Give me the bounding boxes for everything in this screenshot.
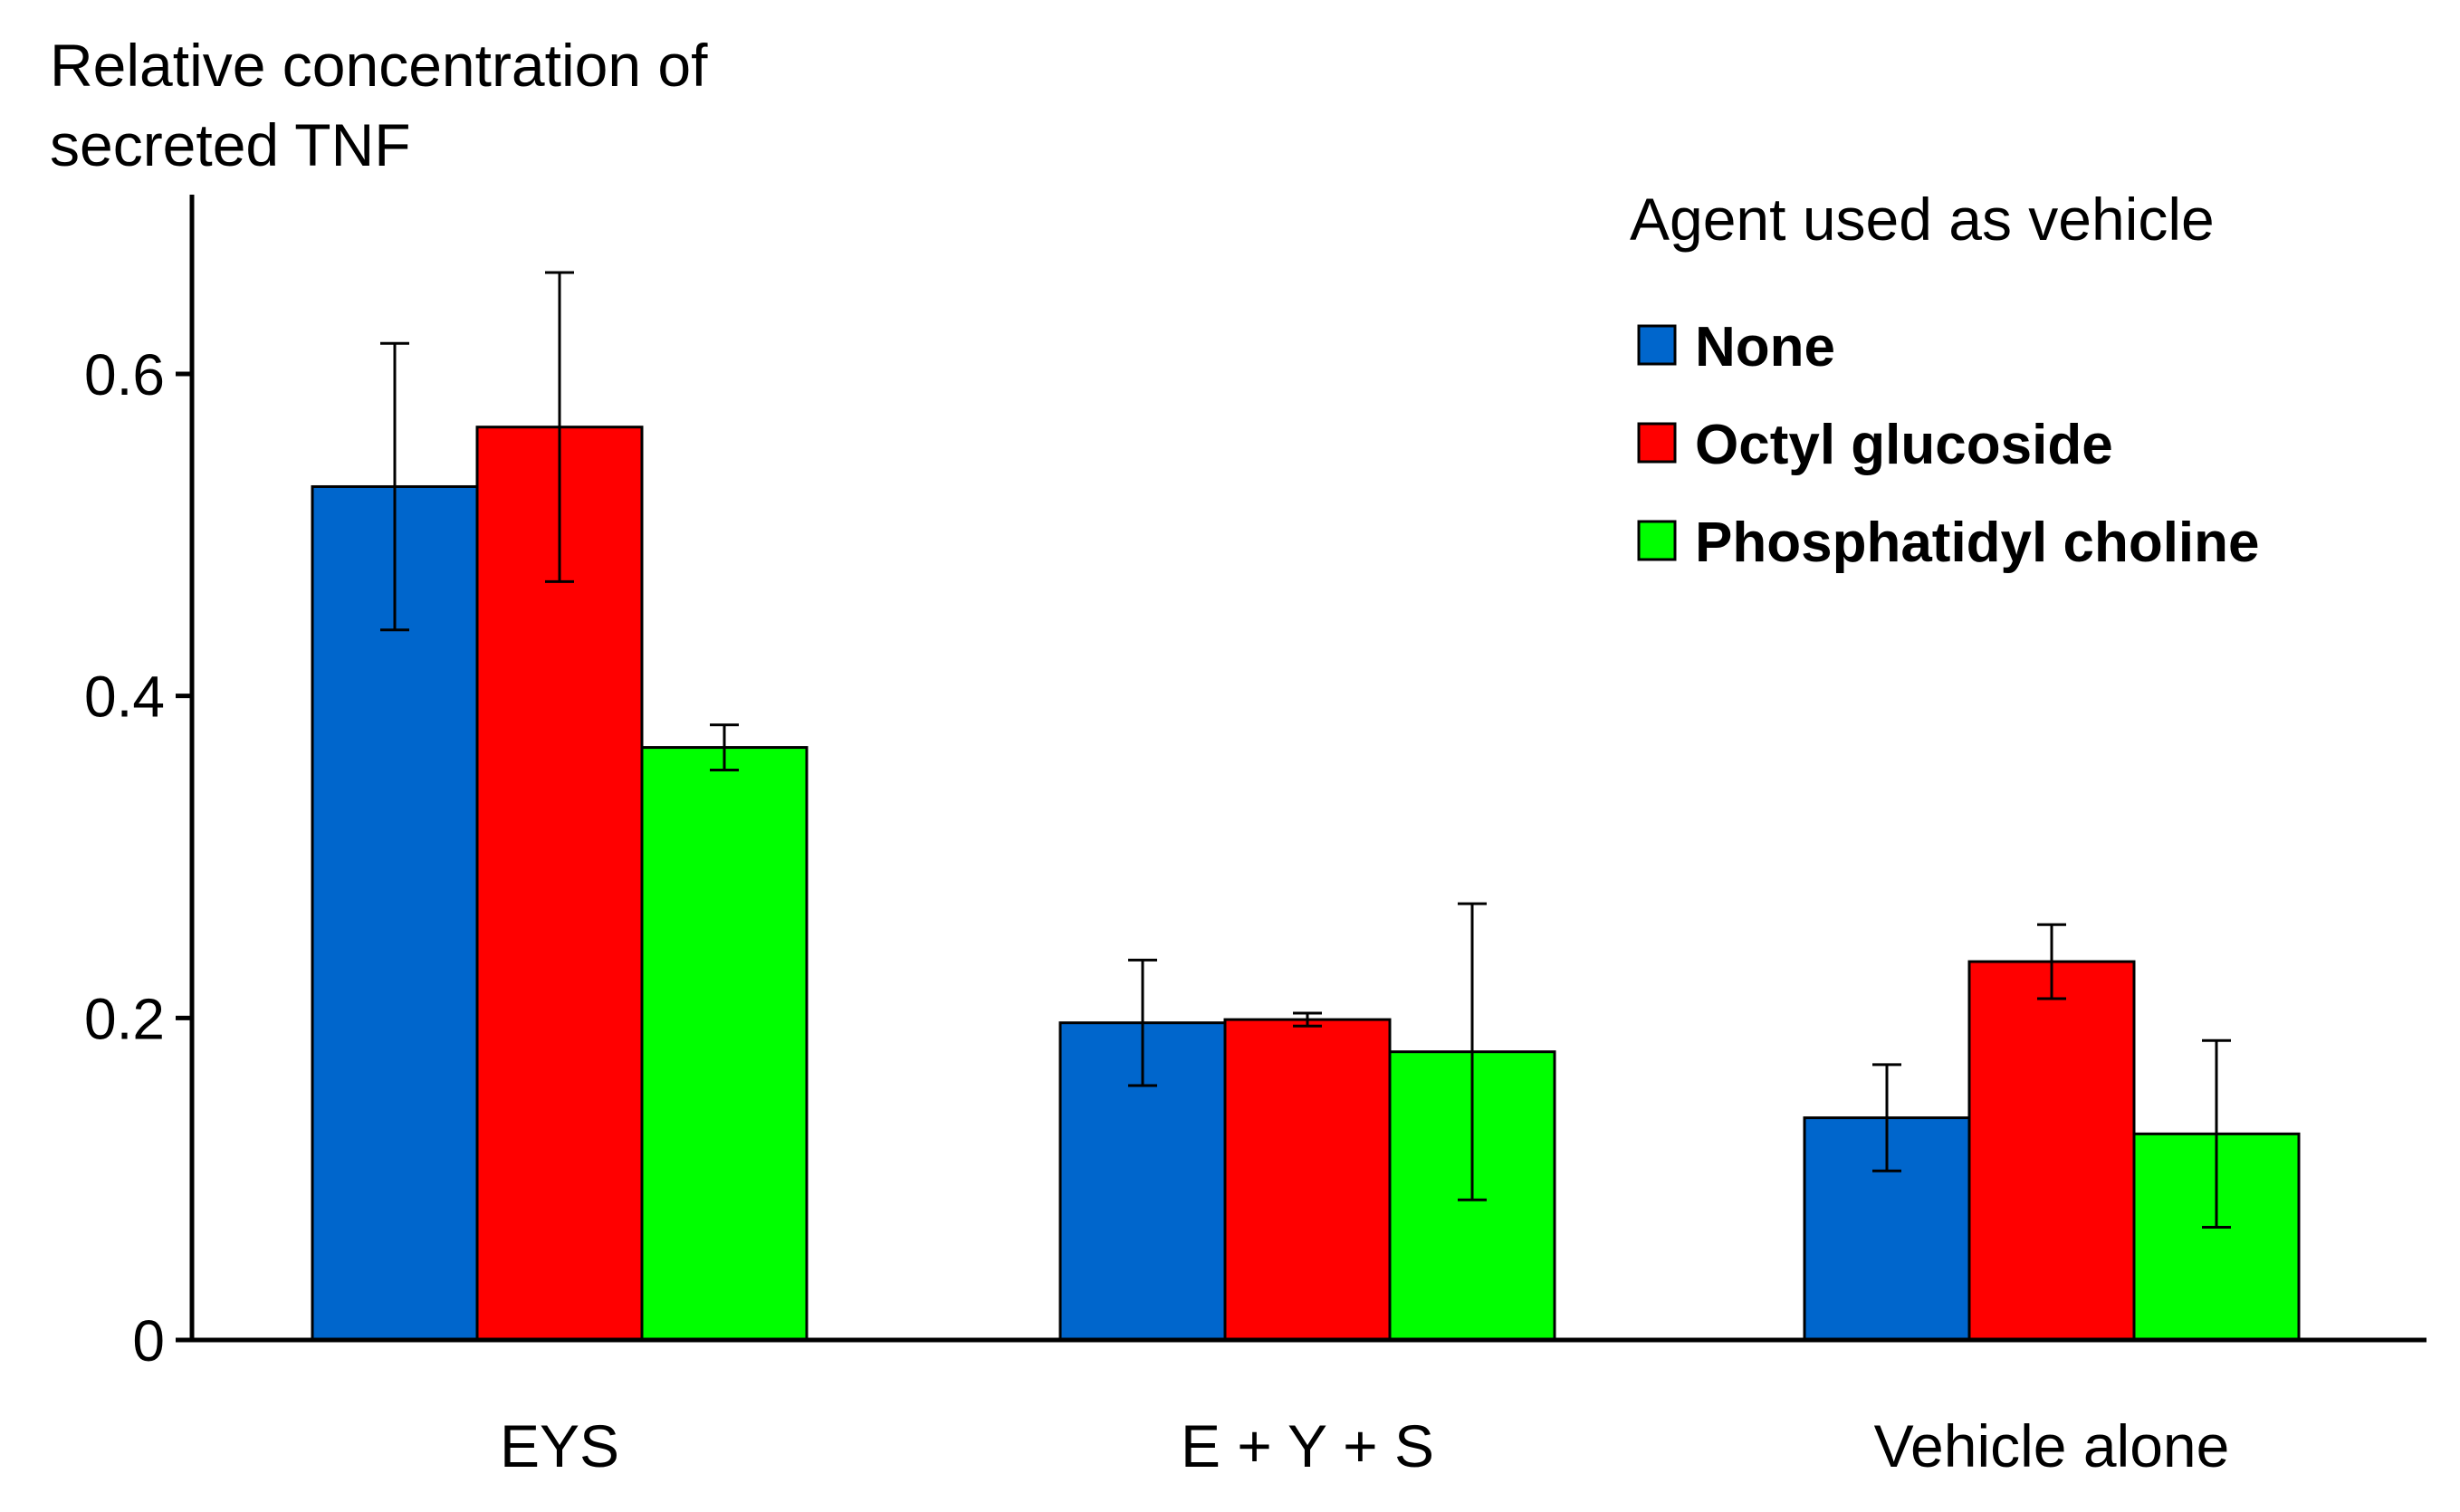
y-tick-label-2: 0.4 [84,665,165,730]
y-axis-title: Relative concentration of secreted TNF [50,25,707,185]
y-axis-title-line-2: secreted TNF [50,111,411,178]
bar-octyl-glucoside-e-y-s [1223,1018,1392,1342]
legend-swatch-phosphatidyl-choline [1637,520,1677,561]
legend-swatch-octyl-glucoside [1637,422,1677,464]
legend-swatch-none [1637,324,1677,366]
x-tick-label-eys: EYS [500,1412,619,1479]
y-axis-title-line-1: Relative concentration of [50,32,708,99]
bar-octyl-glucoside-vehicle-alone [1967,960,2136,1342]
y-tick-label-3: 0.6 [84,342,165,407]
y-tick-label-1: 0.2 [84,986,165,1051]
x-tick-label-vehicle-alone: Vehicle alone [1874,1412,2230,1479]
bar-phosphatidyl-choline-eys [640,746,809,1342]
x-tick-label-e-y-s: E + Y + S [1181,1412,1434,1479]
legend-label-octyl-glucoside: Octyl glucoside [1695,414,2113,476]
y-tick-label-0: 0 [132,1308,165,1373]
legend-label-phosphatidyl-choline: Phosphatidyl choline [1695,512,2260,574]
legend-title: Agent used as vehicle [1630,186,2215,253]
legend-label-none: None [1695,316,1835,378]
